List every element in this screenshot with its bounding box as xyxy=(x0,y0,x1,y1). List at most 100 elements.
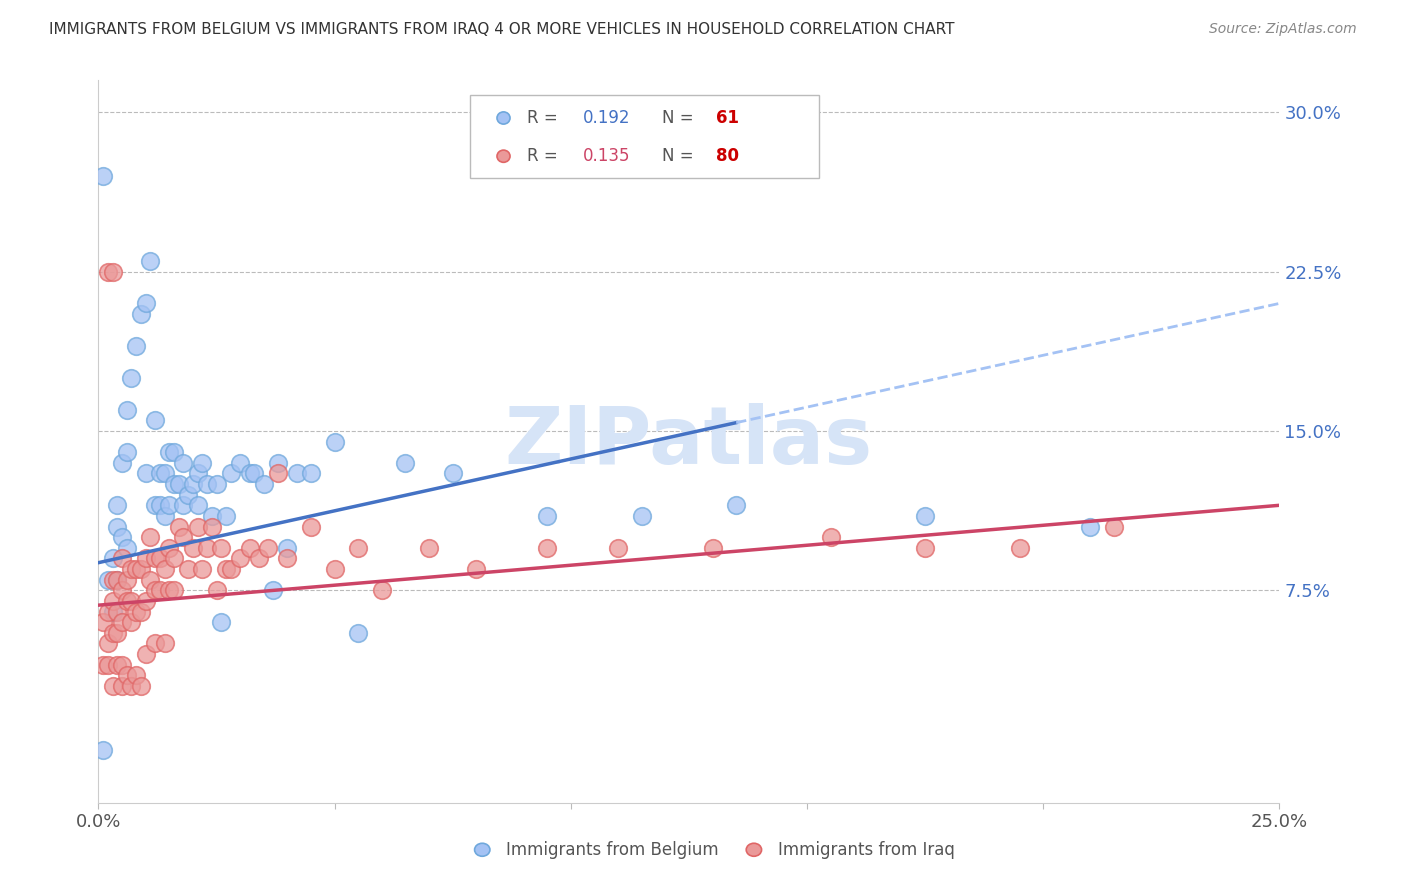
Ellipse shape xyxy=(496,150,510,162)
Point xyxy=(153,467,176,481)
Point xyxy=(215,508,238,523)
Point xyxy=(91,742,114,756)
Point xyxy=(536,508,558,523)
Point xyxy=(215,562,238,576)
Point xyxy=(702,541,724,555)
Point xyxy=(149,583,172,598)
Point xyxy=(205,477,228,491)
Text: 0.135: 0.135 xyxy=(582,147,630,165)
Point xyxy=(267,456,290,470)
Point xyxy=(323,434,346,449)
Point xyxy=(163,551,186,566)
Point xyxy=(105,605,128,619)
Point xyxy=(125,562,148,576)
Point xyxy=(129,562,152,576)
Point xyxy=(1102,519,1125,533)
Point xyxy=(101,551,124,566)
Text: ZIPatlas: ZIPatlas xyxy=(505,402,873,481)
Point xyxy=(172,498,194,512)
Point xyxy=(157,541,180,555)
Point xyxy=(257,541,280,555)
Point xyxy=(101,594,124,608)
Point xyxy=(105,573,128,587)
Point xyxy=(97,657,120,672)
Text: Source: ZipAtlas.com: Source: ZipAtlas.com xyxy=(1209,22,1357,37)
Point xyxy=(135,296,157,310)
Point xyxy=(243,467,266,481)
Point xyxy=(153,636,176,650)
Point xyxy=(121,562,143,576)
Point xyxy=(418,541,440,555)
Point xyxy=(97,264,120,278)
Point xyxy=(149,551,172,566)
Point xyxy=(111,456,134,470)
Point xyxy=(139,530,162,544)
Point xyxy=(187,467,209,481)
Point xyxy=(101,625,124,640)
FancyBboxPatch shape xyxy=(471,95,818,178)
Text: Immigrants from Belgium: Immigrants from Belgium xyxy=(506,841,718,859)
Ellipse shape xyxy=(747,843,762,856)
Point xyxy=(239,467,262,481)
Point xyxy=(323,562,346,576)
Point xyxy=(121,594,143,608)
Point xyxy=(115,668,138,682)
Point xyxy=(262,583,284,598)
Point xyxy=(267,467,290,481)
Text: 80: 80 xyxy=(716,147,740,165)
Point xyxy=(187,498,209,512)
Point xyxy=(205,583,228,598)
Point xyxy=(135,551,157,566)
Point xyxy=(97,636,120,650)
Point xyxy=(143,583,166,598)
Point xyxy=(101,605,124,619)
Point xyxy=(111,530,134,544)
Point xyxy=(914,541,936,555)
Text: Immigrants from Iraq: Immigrants from Iraq xyxy=(778,841,955,859)
Point xyxy=(143,551,166,566)
Point xyxy=(441,467,464,481)
Point xyxy=(91,615,114,630)
Point xyxy=(239,541,262,555)
Point xyxy=(101,264,124,278)
Point xyxy=(209,615,232,630)
Point xyxy=(914,508,936,523)
Point xyxy=(115,402,138,417)
Point xyxy=(97,573,120,587)
Point xyxy=(195,477,218,491)
Point xyxy=(115,573,138,587)
Text: IMMIGRANTS FROM BELGIUM VS IMMIGRANTS FROM IRAQ 4 OR MORE VEHICLES IN HOUSEHOLD : IMMIGRANTS FROM BELGIUM VS IMMIGRANTS FR… xyxy=(49,22,955,37)
Point xyxy=(105,498,128,512)
Ellipse shape xyxy=(475,843,489,856)
Point xyxy=(299,519,322,533)
Point xyxy=(111,657,134,672)
Point xyxy=(163,445,186,459)
Text: N =: N = xyxy=(662,147,699,165)
Point xyxy=(247,551,270,566)
Point xyxy=(229,551,252,566)
Text: R =: R = xyxy=(527,109,564,127)
Point xyxy=(135,467,157,481)
Point xyxy=(172,530,194,544)
Point xyxy=(121,679,143,693)
Point xyxy=(191,562,214,576)
Point xyxy=(97,605,120,619)
Point xyxy=(163,583,186,598)
Text: N =: N = xyxy=(662,109,699,127)
Point xyxy=(121,615,143,630)
Point xyxy=(630,508,652,523)
Ellipse shape xyxy=(496,112,510,124)
Point xyxy=(111,679,134,693)
Point xyxy=(172,456,194,470)
Point xyxy=(219,562,242,576)
Text: R =: R = xyxy=(527,147,564,165)
Point xyxy=(276,541,298,555)
Point xyxy=(125,605,148,619)
Point xyxy=(229,456,252,470)
Point xyxy=(105,625,128,640)
Text: 61: 61 xyxy=(716,109,740,127)
Point xyxy=(157,445,180,459)
Point xyxy=(177,488,200,502)
Point xyxy=(105,657,128,672)
Point xyxy=(394,456,416,470)
